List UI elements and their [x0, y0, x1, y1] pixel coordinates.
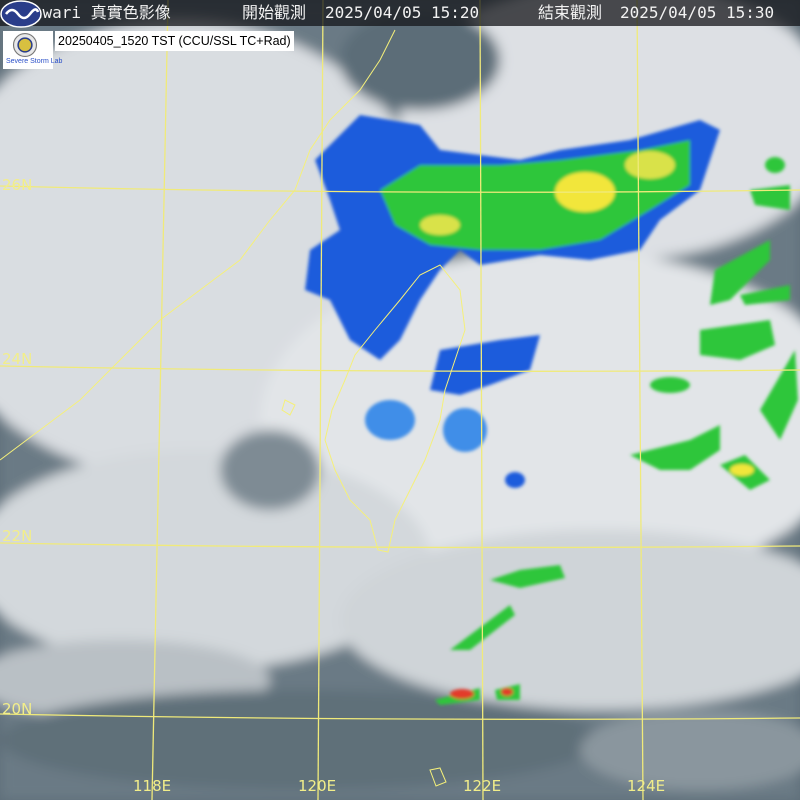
lab-logo-text: Severe Storm Lab [6, 58, 63, 65]
taiwan-coastline [324, 264, 466, 553]
island-coastline [429, 767, 447, 787]
lon-label-124e: 124E [627, 777, 666, 795]
lat-label-22n: 22N [2, 527, 33, 545]
end-time: 2025/04/05 15:30 [620, 3, 775, 22]
title-bar: Himawari 真實色影像 開始觀測 2025/04/05 15:20 結束觀… [0, 0, 800, 26]
coastline-layer [0, 29, 466, 787]
satellite-title: Himawari 真實色影像 [4, 3, 171, 22]
gridline-120e [317, 0, 324, 800]
radar-echo-layer [305, 115, 798, 705]
lon-label-120e: 120E [298, 777, 337, 795]
china-coastline [0, 29, 396, 461]
lat-label-20n: 20N [2, 700, 33, 718]
cwa-seal-icon [12, 32, 38, 58]
lon-label-122e: 122E [463, 777, 502, 795]
gridline-26n [0, 185, 800, 193]
start-time: 2025/04/05 15:20 [325, 3, 480, 22]
gridline-22n [0, 542, 800, 549]
gridline-118e [151, 0, 169, 800]
lat-label-26n: 26N [2, 176, 33, 194]
gridline-124e [636, 0, 644, 800]
lat-label-24n: 24N [2, 350, 33, 368]
gridline-122e [479, 0, 484, 800]
agency-emblem-icon [0, 0, 42, 28]
lon-label-118e: 118E [133, 777, 172, 795]
start-label: 開始觀測 [242, 3, 307, 22]
gridline-20n [0, 713, 800, 720]
gridline-24n [0, 365, 800, 372]
end-label: 結束觀測 [538, 3, 603, 22]
product-label: 20250405_1520 TST (CCU/SSL TC+Rad) [55, 31, 294, 51]
